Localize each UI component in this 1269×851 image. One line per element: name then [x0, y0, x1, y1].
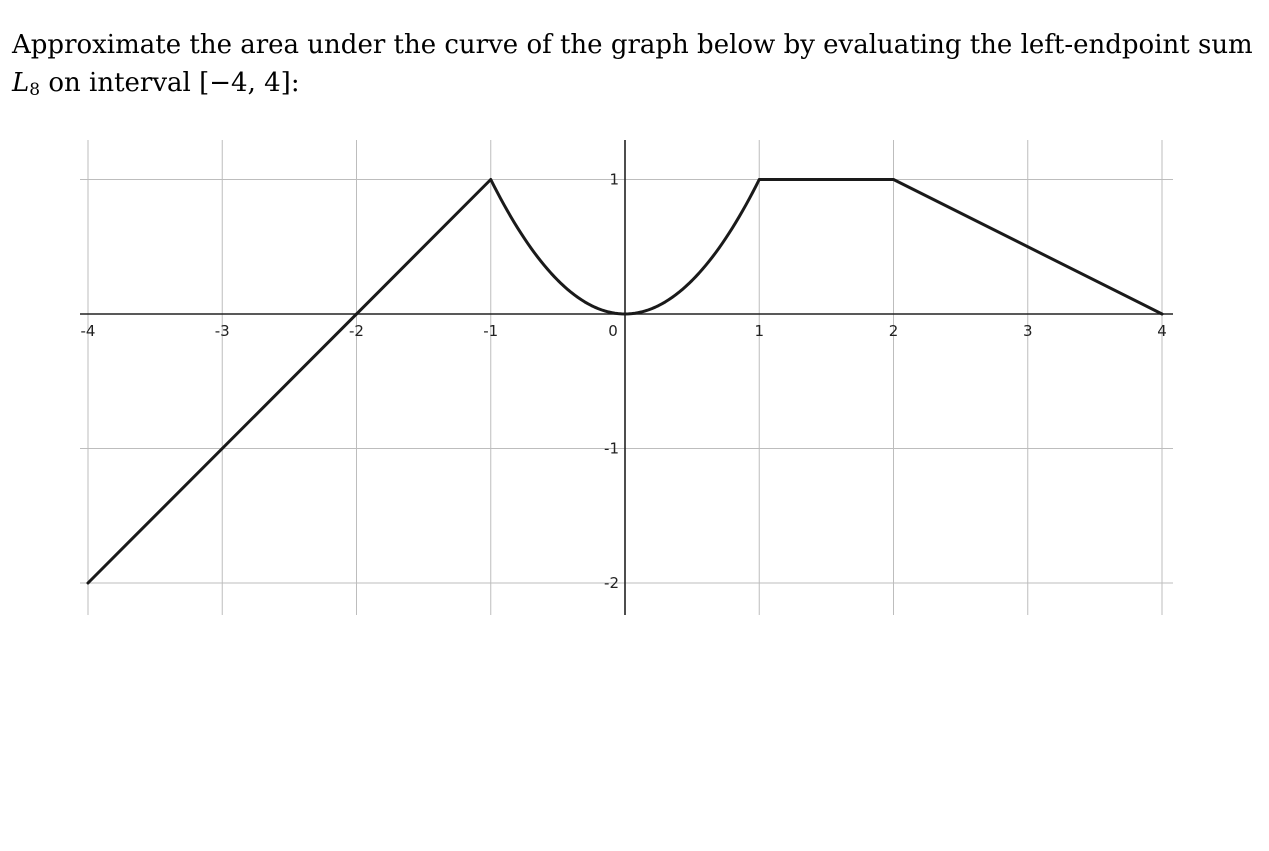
sum-mid-text: on interval: [40, 68, 200, 98]
sum-variable: L: [12, 68, 30, 98]
axes: [80, 140, 1173, 615]
y-tick-label: -2: [604, 574, 619, 592]
x-tick-label: 4: [1157, 322, 1167, 340]
curve-point: [489, 178, 493, 181]
sum-subscript: 8: [29, 80, 41, 100]
x-tick-label: 1: [754, 322, 764, 340]
curve-point: [623, 312, 627, 316]
curve-point: [757, 178, 761, 181]
function-line: [86, 178, 1164, 585]
curve-point: [1160, 312, 1164, 316]
x-tick-label: 0: [608, 322, 618, 340]
x-tick-label: 3: [1023, 322, 1033, 340]
curve-point: [1026, 245, 1030, 249]
interval: [−4, 4]: [199, 68, 291, 98]
x-tick-label: -2: [349, 322, 364, 340]
curve-point: [220, 447, 224, 450]
grid: [80, 140, 1173, 615]
y-tick-label: 1: [609, 171, 619, 189]
tick-labels: -4 -3 -2 -1 0 1 2 3 4 -2 -1 1: [81, 171, 1167, 593]
question-text: Approximate the area under the curve of …: [12, 26, 1257, 109]
curve-point: [86, 581, 90, 585]
x-tick-label: 2: [889, 322, 899, 340]
question-lead: Approximate the area under the curve of …: [12, 30, 1253, 60]
x-tick-label: -3: [215, 322, 230, 340]
function-curve: [86, 178, 1164, 585]
y-tick-label: -1: [604, 440, 619, 458]
x-tick-label: -4: [81, 322, 96, 340]
x-tick-label: -1: [483, 322, 498, 340]
question-end: :: [290, 68, 300, 98]
curve-point: [355, 312, 358, 316]
curve-point: [892, 178, 895, 181]
sum-symbol: L8: [12, 68, 41, 100]
